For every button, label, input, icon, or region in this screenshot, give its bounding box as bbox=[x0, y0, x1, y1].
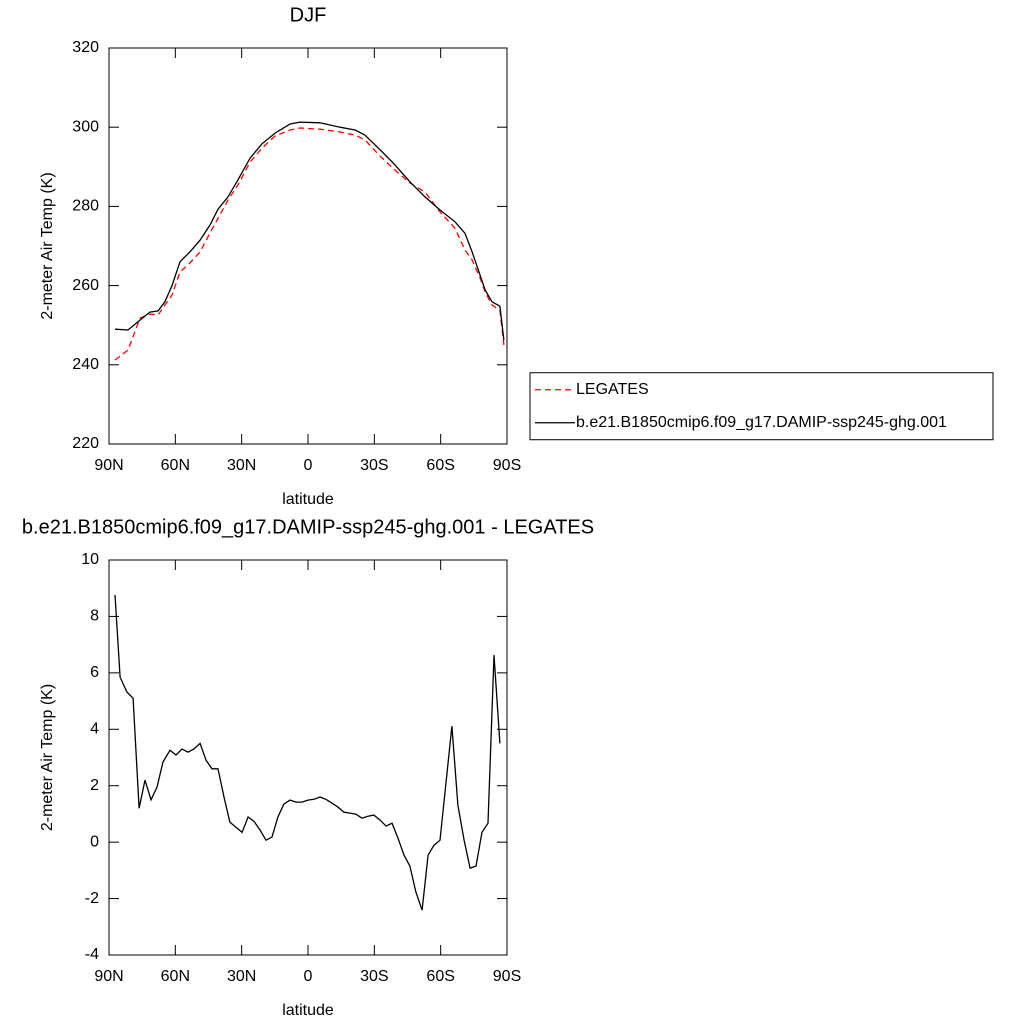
x-tick-label: 0 bbox=[304, 457, 313, 474]
chart-title: DJF bbox=[290, 4, 327, 26]
x-tick-label: 30S bbox=[360, 457, 388, 474]
x-tick-label: 30N bbox=[227, 968, 256, 985]
y-axis-label: 2-meter Air Temp (K) bbox=[39, 172, 56, 319]
chart-title: b.e21.B1850cmip6.f09_g17.DAMIP-ssp245-gh… bbox=[22, 516, 594, 538]
x-tick-label: 90N bbox=[94, 457, 123, 474]
x-axis-label: latitude bbox=[282, 1002, 334, 1019]
x-tick-label: 90N bbox=[94, 968, 123, 985]
x-tick-label: 60N bbox=[161, 457, 190, 474]
y-tick-label: 280 bbox=[72, 198, 99, 215]
x-tick-label: 90S bbox=[493, 968, 521, 985]
y-tick-label: 6 bbox=[90, 664, 99, 681]
x-tick-label: 60S bbox=[426, 457, 454, 474]
legend-box bbox=[529, 372, 994, 441]
y-tick-label: 0 bbox=[90, 833, 99, 850]
data-line bbox=[114, 594, 501, 911]
y-tick-label: -2 bbox=[85, 890, 99, 907]
y-tick-label: -4 bbox=[85, 946, 99, 963]
legend-label: b.e21.B1850cmip6.f09_g17.DAMIP-ssp245-gh… bbox=[576, 414, 947, 431]
plot-frame bbox=[108, 559, 508, 956]
x-axis-label: latitude bbox=[282, 491, 334, 508]
legend-label: LEGATES bbox=[576, 381, 649, 398]
data-line bbox=[114, 121, 505, 341]
plot-frame bbox=[108, 47, 508, 445]
y-tick-label: 260 bbox=[72, 277, 99, 294]
x-tick-label: 30N bbox=[227, 457, 256, 474]
x-tick-label: 60N bbox=[161, 968, 190, 985]
data-line bbox=[114, 127, 505, 361]
y-tick-label: 300 bbox=[72, 118, 99, 135]
y-tick-label: 220 bbox=[72, 435, 99, 452]
x-tick-label: 90S bbox=[493, 457, 521, 474]
y-axis-label: 2-meter Air Temp (K) bbox=[39, 684, 56, 831]
y-tick-label: 320 bbox=[72, 39, 99, 56]
y-tick-label: 4 bbox=[90, 721, 99, 738]
y-tick-label: 10 bbox=[81, 551, 99, 568]
y-tick-label: 8 bbox=[90, 608, 99, 625]
y-tick-label: 2 bbox=[90, 777, 99, 794]
legend: LEGATES b.e21.B1850cmip6.f09_g17.DAMIP-ss… bbox=[529, 372, 994, 441]
x-tick-label: 0 bbox=[304, 968, 313, 985]
y-tick-label: 240 bbox=[72, 356, 99, 373]
x-tick-label: 60S bbox=[426, 968, 454, 985]
x-tick-label: 30S bbox=[360, 968, 388, 985]
